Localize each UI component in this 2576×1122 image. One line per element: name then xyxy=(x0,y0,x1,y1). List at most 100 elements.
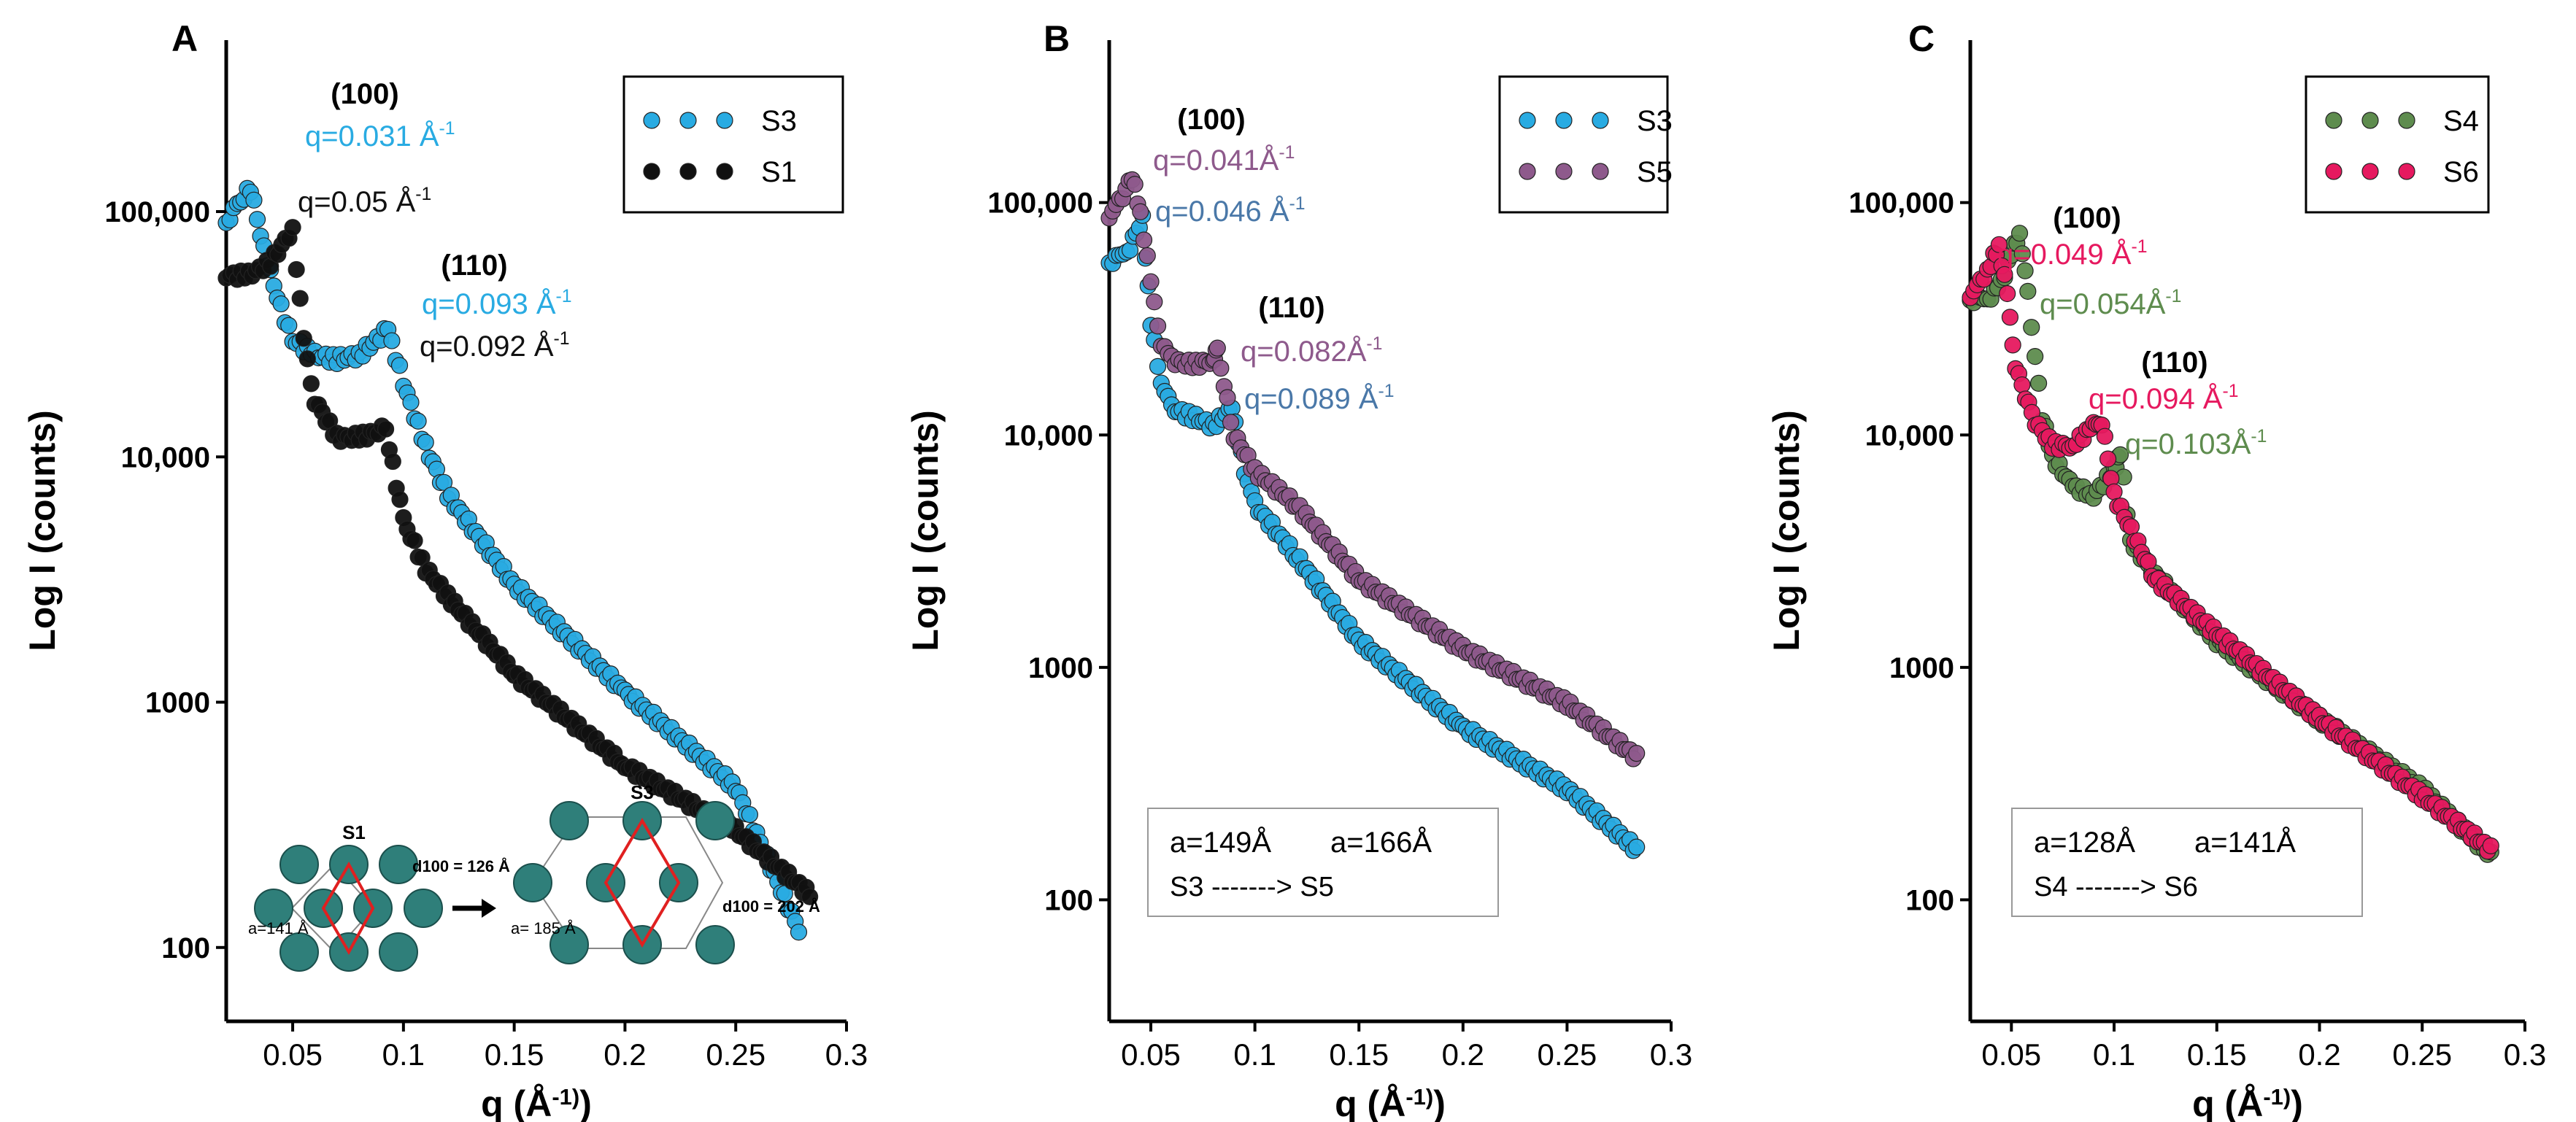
data-point xyxy=(2023,319,2040,336)
annotation-box xyxy=(1147,808,1499,917)
data-point xyxy=(1628,745,1646,762)
y-axis-label: Log I (counts) xyxy=(1766,410,1807,651)
annotation-text: a=166Å xyxy=(1330,826,1432,859)
data-point xyxy=(406,532,423,549)
data-point xyxy=(284,219,301,236)
legend-marker xyxy=(2361,163,2379,180)
annotation-text: a=128Å xyxy=(2034,826,2135,859)
y-tick-label: 1000 xyxy=(1028,652,1093,684)
annotation-text: S4 -------> S6 xyxy=(2034,872,2198,902)
x-tick-label: 0.3 xyxy=(2504,1037,2546,1072)
data-point xyxy=(2105,483,2123,500)
data-point xyxy=(298,350,316,368)
legend-marker xyxy=(2361,112,2379,129)
x-tick-label: 0.3 xyxy=(825,1037,868,1072)
legend-entry: S3 xyxy=(761,105,797,137)
data-point xyxy=(2122,518,2140,535)
x-tick-label: 0.15 xyxy=(1329,1037,1389,1072)
peak-q-label: q=0.05 Å-1 xyxy=(298,185,431,218)
x-tick-label: 0.15 xyxy=(485,1037,544,1072)
y-tick-label: 100,000 xyxy=(987,187,1093,220)
data-point xyxy=(1999,285,2016,303)
data-point xyxy=(2019,282,2037,300)
panel-a: A 100 1000 10,000 100,000 0.05 0.1 0.15 0.2 0.25 0… xyxy=(22,18,868,1122)
data-point xyxy=(741,805,758,824)
peak-q-label: q=0.049 Å-1 xyxy=(1997,237,2148,271)
lattice-sphere xyxy=(379,932,418,972)
lattice-sphere xyxy=(695,925,735,964)
data-point xyxy=(377,420,395,438)
data-point xyxy=(435,473,453,491)
y-tick-label: 1000 xyxy=(1889,652,1954,684)
unit-cell xyxy=(321,861,375,956)
inset-lattice-param: a= 185 Å xyxy=(511,919,576,937)
y-axis-label: Log I (counts) xyxy=(22,410,63,651)
series-s4 xyxy=(1962,225,2499,863)
data-point xyxy=(272,295,290,313)
x-tick-label: 0.15 xyxy=(2187,1037,2247,1072)
y-axis-label: Log I (counts) xyxy=(905,410,946,651)
x-axis-label: q (Å-1)) xyxy=(481,1083,592,1122)
legend: S3 S5 xyxy=(1498,75,1673,214)
data-point xyxy=(1996,266,2013,283)
x-tick-label: 0.1 xyxy=(2093,1037,2135,1072)
panel-letter: B xyxy=(1044,18,1070,59)
data-point xyxy=(1121,241,1139,259)
lattice-sphere xyxy=(549,801,589,840)
x-tick-label: 0.2 xyxy=(2298,1037,2340,1072)
x-tick-label: 0.2 xyxy=(603,1037,646,1072)
data-point xyxy=(2004,336,2021,354)
data-point xyxy=(2029,374,2048,392)
lattice-sphere xyxy=(549,925,589,964)
series-s5 xyxy=(1100,171,1646,767)
legend-box xyxy=(2305,75,2490,214)
lattice-sphere xyxy=(254,889,293,928)
lattice-sphere xyxy=(279,932,319,972)
inset-label: S3 xyxy=(630,781,654,803)
x-tick-label: 0.25 xyxy=(706,1037,766,1072)
data-point xyxy=(1132,203,1149,220)
data-point xyxy=(1222,414,1240,431)
inset-lattice-param: a=141 Å xyxy=(248,919,309,937)
data-point xyxy=(1142,273,1160,290)
data-point xyxy=(302,375,320,392)
legend-box xyxy=(1498,75,1669,214)
data-point xyxy=(1126,176,1144,193)
data-point xyxy=(2013,245,2031,263)
data-point xyxy=(1628,838,1646,856)
x-axis-label: q (Å-1)) xyxy=(2192,1083,2303,1122)
lattice-sphere xyxy=(404,889,443,928)
data-point xyxy=(402,393,420,411)
legend-entry: S6 xyxy=(2443,156,2479,188)
data-point xyxy=(245,191,263,209)
y-tick-label: 100 xyxy=(1044,884,1093,916)
legend-entry: S4 xyxy=(2443,105,2479,137)
peak-q-label: q=0.054Å-1 xyxy=(2040,287,2181,320)
annotation-box xyxy=(2011,808,2363,917)
x-tick-label: 0.25 xyxy=(2392,1037,2452,1072)
inset-d-spacing: d100 = 202 Å xyxy=(722,897,820,916)
peak-q-label: q=0.093 Å-1 xyxy=(422,287,572,320)
legend: S4 S6 xyxy=(2305,75,2490,214)
lattice-sphere xyxy=(513,863,552,902)
x-tick-label: 0.25 xyxy=(1538,1037,1597,1072)
peak-miller-label: (100) xyxy=(2053,202,2121,234)
x-axis-label: q (Å-1)) xyxy=(1335,1083,1446,1122)
legend-marker xyxy=(2398,163,2415,180)
inset-d-spacing: d100 = 126 Å xyxy=(412,856,510,875)
data-point xyxy=(1149,357,1167,375)
data-point xyxy=(2010,225,2029,242)
data-point xyxy=(2099,450,2117,468)
y-tick-label: 100 xyxy=(1905,884,1954,916)
x-tick-label: 0.1 xyxy=(382,1037,425,1072)
data-point xyxy=(2013,376,2031,394)
y-tick-label: 100 xyxy=(161,932,210,964)
y-tick-label: 100,000 xyxy=(104,196,210,228)
peak-miller-label: (100) xyxy=(1177,104,1245,136)
data-point xyxy=(1138,247,1156,265)
series-s3 xyxy=(217,179,808,941)
legend-marker xyxy=(1519,163,1536,180)
data-point xyxy=(1208,339,1226,357)
data-point xyxy=(2096,427,2113,445)
